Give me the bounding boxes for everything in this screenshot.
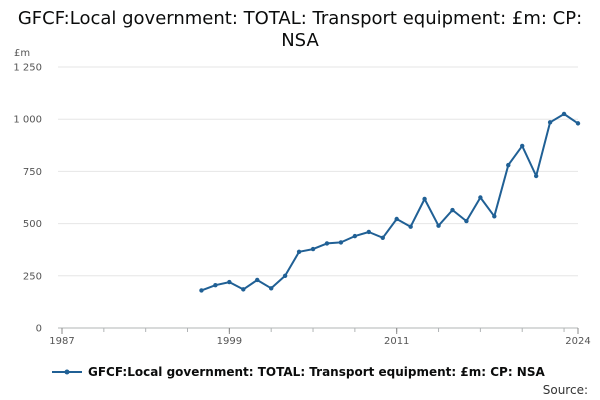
x-tick-label: 1999 bbox=[217, 336, 242, 347]
y-tick-label: 750 bbox=[23, 167, 42, 178]
legend-swatch bbox=[52, 366, 82, 378]
data-point[interactable] bbox=[324, 241, 330, 246]
data-point[interactable] bbox=[506, 162, 511, 168]
data-point[interactable] bbox=[352, 233, 358, 239]
data-point[interactable] bbox=[213, 282, 218, 288]
data-point[interactable] bbox=[241, 287, 246, 292]
data-point[interactable] bbox=[227, 279, 232, 285]
data-point[interactable] bbox=[575, 121, 581, 126]
y-tick-label: 1 250 bbox=[13, 63, 42, 74]
x-tick-label: 2024 bbox=[565, 336, 590, 347]
y-axis-unit-label: £m bbox=[14, 48, 30, 59]
data-point[interactable] bbox=[199, 288, 204, 293]
legend: GFCF:Local government: TOTAL: Transport … bbox=[52, 365, 545, 379]
chart-title: GFCF:Local government: TOTAL: Transport … bbox=[17, 8, 583, 51]
data-point[interactable] bbox=[422, 196, 427, 202]
x-tick-label: 2011 bbox=[384, 336, 409, 347]
source-label: Source: bbox=[542, 383, 588, 397]
x-tick-labels: 1987 1999 2011 2024 bbox=[49, 336, 590, 347]
y-tick-label: 0 bbox=[36, 324, 42, 335]
data-point[interactable] bbox=[366, 229, 372, 235]
data-point[interactable] bbox=[520, 143, 525, 149]
data-point[interactable] bbox=[296, 249, 302, 254]
data-point[interactable] bbox=[478, 195, 483, 200]
data-point[interactable] bbox=[450, 207, 455, 213]
data-point[interactable] bbox=[282, 273, 288, 278]
data-point[interactable] bbox=[464, 218, 469, 224]
y-tick-label: 500 bbox=[23, 219, 42, 230]
data-point[interactable] bbox=[561, 111, 567, 117]
data-point[interactable] bbox=[533, 173, 539, 179]
y-tick-label: 1 000 bbox=[13, 115, 42, 126]
data-point[interactable] bbox=[268, 286, 274, 291]
data-point[interactable] bbox=[408, 224, 413, 229]
data-point[interactable] bbox=[492, 214, 497, 219]
data-point[interactable] bbox=[255, 277, 260, 283]
data-point[interactable] bbox=[547, 120, 553, 125]
data-point[interactable] bbox=[338, 240, 344, 245]
series-line bbox=[201, 113, 579, 292]
data-point[interactable] bbox=[436, 223, 441, 228]
axes bbox=[58, 327, 579, 334]
y-tick-labels: 0 250 500 750 1 000 1 250 bbox=[13, 63, 42, 335]
data-point[interactable] bbox=[394, 216, 399, 222]
data-point[interactable] bbox=[380, 235, 385, 240]
series-lines bbox=[199, 111, 581, 293]
x-tick-label: 1987 bbox=[49, 336, 74, 347]
y-tick-label: 250 bbox=[23, 271, 42, 282]
data-point[interactable] bbox=[310, 246, 316, 252]
legend-label: GFCF:Local government: TOTAL: Transport … bbox=[88, 365, 545, 379]
